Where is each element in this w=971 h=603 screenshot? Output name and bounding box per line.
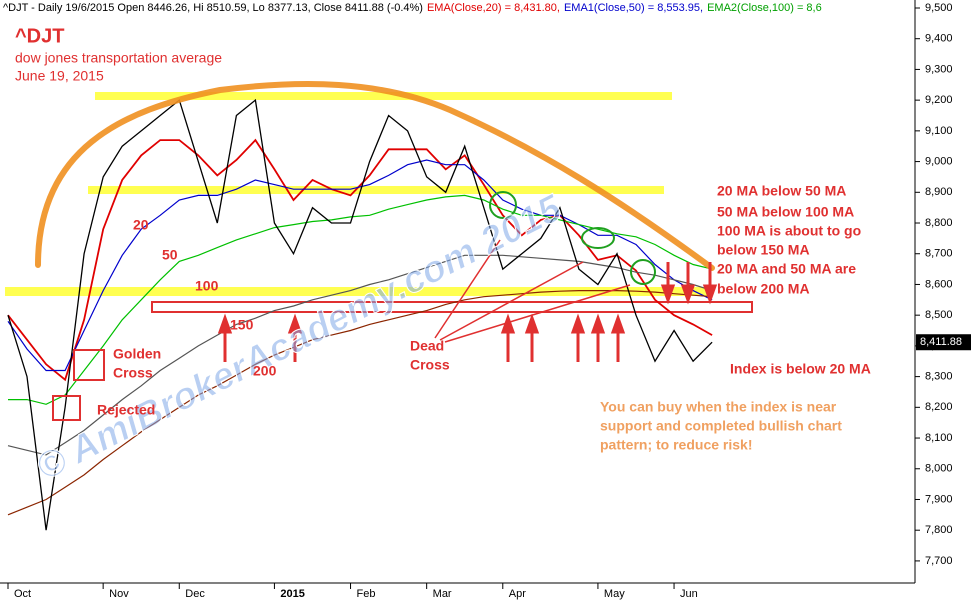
pointer-lines	[434, 239, 631, 343]
x-tick-label: Nov	[109, 588, 129, 600]
price-line	[7, 98, 713, 531]
x-tick-label: Feb	[357, 588, 376, 600]
resistance-band	[95, 92, 672, 100]
y-tick-label: 9,300	[925, 63, 953, 75]
x-tick-label: Mar	[433, 588, 452, 600]
annotation: You can buy when the index is near	[600, 399, 837, 415]
down-arrow	[702, 262, 718, 305]
y-tick-label: 7,800	[925, 524, 953, 536]
x-tick-label: May	[604, 588, 625, 600]
trend-arc	[35, 81, 715, 271]
annotation: pattern; to reduce risk!	[600, 437, 752, 453]
series-label: 20	[133, 217, 149, 233]
ma-line	[7, 159, 713, 372]
annotation: support and completed bullish chart	[600, 418, 842, 434]
y-tick-label: 9,500	[925, 2, 953, 14]
resistance-band	[88, 186, 664, 194]
cross-circle	[489, 191, 517, 219]
arrows	[217, 262, 718, 362]
y-tick-label: 8,100	[925, 432, 953, 444]
up-arrow	[287, 313, 303, 362]
x-tick-label: Dec	[185, 588, 205, 600]
annotation: 100 MA is about to go	[717, 223, 861, 239]
header-part: ^DJT - Daily 19/6/2015 Open 8446.26, Hi …	[3, 2, 423, 14]
annotation: 50 MA below 100 MA	[717, 204, 854, 220]
up-arrow	[500, 313, 516, 362]
x-tick-label: Jun	[680, 588, 698, 600]
annotation: Index is below 20 MA	[730, 361, 871, 377]
y-tick-label: 8,800	[925, 217, 953, 229]
rejected-box	[52, 395, 81, 421]
header: ^DJT - Daily 19/6/2015 Open 8446.26, Hi …	[3, 2, 822, 14]
header-part: EMA1(Close,50) = 8,553.95,	[564, 2, 703, 14]
series-label: 150	[230, 317, 254, 333]
golden-cross-box	[73, 349, 105, 381]
y-tick-label: 9,100	[925, 125, 953, 137]
x-tick-label: Oct	[14, 588, 31, 600]
plot-area	[7, 98, 713, 531]
chart-title: ^DJT	[15, 25, 64, 47]
cross-circle	[581, 227, 615, 249]
series-label: 100	[195, 278, 219, 294]
series-label: 50	[162, 247, 178, 263]
ma-line	[7, 254, 713, 456]
up-arrow	[610, 313, 626, 362]
annotation: Golden	[113, 346, 161, 362]
support-band	[5, 287, 710, 296]
annotation: Cross	[113, 365, 153, 381]
annotation: 20 MA below 50 MA	[717, 183, 846, 199]
annotation: below 200 MA	[717, 281, 810, 297]
x-tick-label: Apr	[509, 588, 526, 600]
down-arrow	[660, 262, 676, 305]
y-tick-label: 8,200	[925, 401, 953, 413]
series-label: 200	[253, 363, 277, 379]
last-price-box	[916, 334, 971, 351]
up-arrow	[524, 313, 540, 362]
annotation: Cross	[410, 357, 450, 373]
y-tick-label: 7,900	[925, 493, 953, 505]
chart-date: June 19, 2015	[15, 68, 104, 84]
y-tick-label: 8,500	[925, 309, 953, 321]
y-tick-label: 9,400	[925, 33, 953, 45]
y-tick-label: 9,200	[925, 94, 953, 106]
y-tick-label: 7,700	[925, 555, 953, 567]
chart-subtitle: dow jones transportation average	[15, 50, 222, 66]
annotation: below 150 MA	[717, 242, 810, 258]
ma-line	[7, 138, 713, 382]
cross-circle	[630, 259, 656, 285]
header-part: EMA2(Close,100) = 8,6	[707, 2, 822, 14]
y-tick-label: 8,000	[925, 463, 953, 475]
annotation: 20 MA and 50 MA are	[717, 261, 856, 277]
annotation: Dead	[410, 338, 444, 354]
y-tick-label: 8,600	[925, 278, 953, 290]
down-arrow	[680, 262, 696, 305]
annotation: Rejected	[97, 402, 155, 418]
up-arrow	[590, 313, 606, 362]
y-tick-label: 8,700	[925, 248, 953, 260]
y-tick-label: 9,000	[925, 155, 953, 167]
ma-line	[7, 290, 713, 516]
up-arrow	[217, 313, 233, 362]
y-tick-label: 8,900	[925, 186, 953, 198]
y-tick-label: 8,300	[925, 371, 953, 383]
x-tick-label: 2015	[280, 588, 304, 600]
header-part: EMA(Close,20) = 8,431.80,	[427, 2, 560, 14]
last-price-label: 8,411.88	[920, 336, 962, 348]
up-arrow	[570, 313, 586, 362]
